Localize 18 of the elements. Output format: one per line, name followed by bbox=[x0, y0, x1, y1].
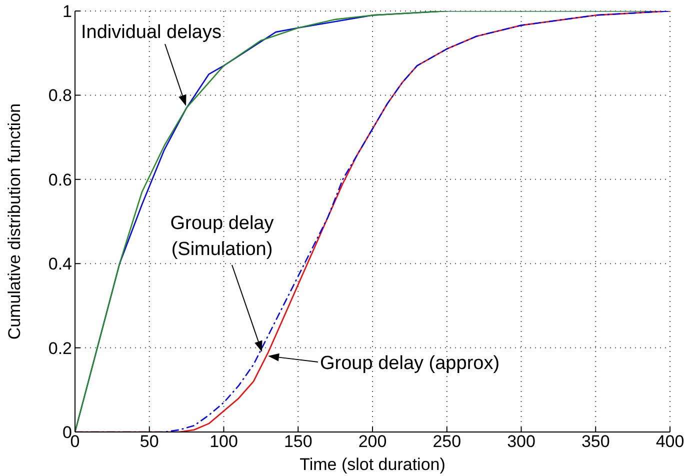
y-tick-label: 1 bbox=[62, 2, 72, 22]
x-tick-label: 50 bbox=[140, 432, 159, 452]
y-axis-title: Cumulative distribution function bbox=[5, 103, 24, 340]
x-tick-label: 300 bbox=[507, 432, 536, 452]
x-tick-label: 400 bbox=[656, 432, 684, 452]
x-tick-label: 150 bbox=[284, 432, 312, 452]
annotation: Group delay (Simulation) bbox=[170, 213, 274, 260]
x-tick-label: 200 bbox=[358, 432, 387, 452]
y-tick-label: 0.8 bbox=[48, 86, 72, 106]
x-tick-label: 100 bbox=[210, 432, 238, 452]
annotation: Individual delays bbox=[81, 22, 222, 43]
annotation: Group delay (approx) bbox=[320, 353, 500, 374]
x-axis-title: Time (slot duration) bbox=[300, 455, 446, 474]
x-tick-label: 350 bbox=[581, 432, 610, 452]
x-tick-label: 250 bbox=[432, 432, 462, 452]
y-tick-label: 0.6 bbox=[48, 170, 72, 190]
y-tick-label: 0.4 bbox=[48, 254, 72, 274]
y-tick-label: 0.2 bbox=[48, 338, 72, 358]
